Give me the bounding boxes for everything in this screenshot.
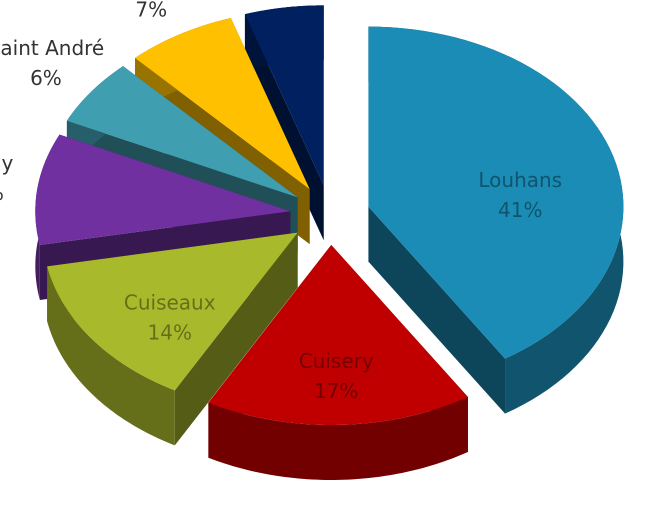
data-label-value: 10% bbox=[0, 181, 4, 205]
data-label-name: Le Fay bbox=[0, 151, 13, 175]
slice-top bbox=[35, 134, 291, 245]
slice-wall bbox=[47, 266, 175, 446]
data-label-name: Cuiseaux bbox=[124, 291, 216, 315]
data-label-value: 6% bbox=[30, 66, 62, 90]
data-label-name: Cuisery bbox=[299, 349, 374, 373]
data-label-value: 41% bbox=[498, 198, 542, 222]
slice-top bbox=[47, 232, 298, 391]
slice-top bbox=[66, 66, 298, 198]
data-label-value: 14% bbox=[148, 321, 192, 345]
data-label-value: 17% bbox=[314, 379, 358, 403]
slice bbox=[47, 232, 298, 446]
slice bbox=[368, 26, 624, 414]
slice-top bbox=[368, 26, 624, 359]
data-label-name: Saint André bbox=[0, 36, 104, 60]
slice bbox=[208, 244, 468, 480]
slice-top bbox=[208, 244, 468, 425]
slice-top bbox=[244, 5, 324, 186]
data-label-name: Louhans bbox=[478, 168, 562, 192]
slice-side bbox=[368, 206, 506, 414]
slice-wall bbox=[208, 396, 468, 480]
slice-top bbox=[135, 17, 310, 190]
data-label-value: 7% bbox=[135, 0, 167, 22]
